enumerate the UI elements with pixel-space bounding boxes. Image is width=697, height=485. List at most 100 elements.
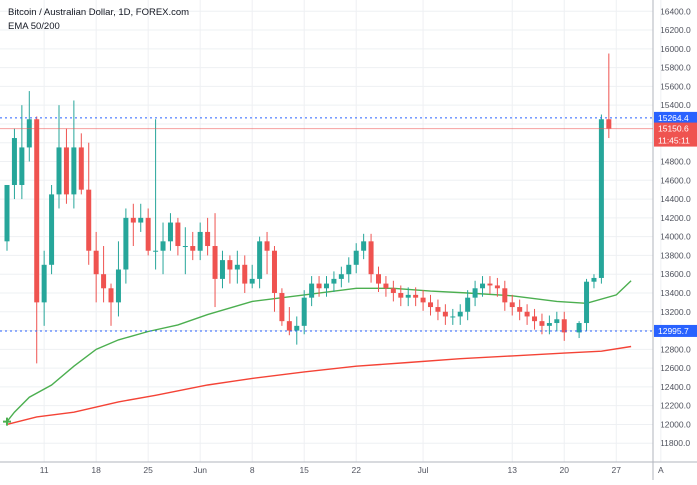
candle-body[interactable] (41, 264, 47, 303)
candle-body[interactable] (249, 278, 255, 284)
candle-body[interactable] (108, 288, 114, 303)
candle-body[interactable] (576, 323, 582, 333)
candle-body[interactable] (450, 316, 456, 318)
candle-body[interactable] (442, 311, 448, 317)
x-tick-label: Jul (418, 465, 429, 475)
candle-body[interactable] (123, 217, 129, 270)
candle-body[interactable] (509, 302, 515, 308)
candle-body[interactable] (26, 119, 32, 148)
candle-body[interactable] (294, 325, 300, 331)
candle-body[interactable] (606, 119, 612, 129)
candle-body[interactable] (101, 274, 107, 289)
candle-body[interactable] (554, 319, 560, 324)
candle-body[interactable] (11, 138, 17, 185)
candle-body[interactable] (197, 231, 203, 251)
candle-body[interactable] (428, 302, 434, 308)
candle-body[interactable] (413, 294, 419, 298)
ema200-line (6, 345, 632, 426)
candle-body[interactable] (405, 294, 411, 298)
candle-body[interactable] (34, 119, 40, 303)
candle-body[interactable] (19, 147, 25, 185)
candle-body[interactable] (361, 241, 367, 251)
candle-body[interactable] (264, 241, 270, 251)
candle-body[interactable] (130, 217, 136, 223)
candle-body[interactable] (182, 246, 188, 248)
candle-body[interactable] (78, 147, 84, 190)
candle-body[interactable] (584, 281, 590, 324)
candle-body[interactable] (4, 184, 10, 242)
candle-body[interactable] (227, 260, 233, 270)
candle-body[interactable] (435, 307, 441, 312)
candle-body[interactable] (279, 292, 285, 322)
candle-body[interactable] (56, 147, 62, 195)
candle-body[interactable] (472, 288, 478, 298)
candle-body[interactable] (309, 283, 315, 298)
y-tick-label: 12800.0 (660, 344, 691, 354)
candle-body[interactable] (331, 278, 337, 284)
x-tick-label: 25 (143, 465, 153, 475)
x-tick-label: 27 (612, 465, 622, 475)
candle-body[interactable] (390, 288, 396, 293)
candle-body[interactable] (160, 241, 166, 251)
candle-body[interactable] (138, 217, 144, 223)
candle-body[interactable] (145, 217, 151, 251)
candle-body[interactable] (212, 246, 218, 279)
candle-body[interactable] (219, 260, 225, 279)
candle-body[interactable] (368, 241, 374, 275)
y-tick-label: 14000.0 (660, 232, 691, 242)
candle-body[interactable] (242, 264, 248, 284)
candle-body[interactable] (271, 250, 277, 293)
candle-body[interactable] (316, 283, 322, 289)
candle-body[interactable] (502, 288, 508, 303)
x-tick-label: 13 (508, 465, 518, 475)
candle-body[interactable] (376, 274, 381, 284)
ema50-line (6, 280, 632, 423)
candle-body[interactable] (539, 321, 545, 326)
candle-body[interactable] (561, 319, 567, 333)
y-tick-label: 12400.0 (660, 382, 691, 392)
candle-body[interactable] (257, 241, 263, 279)
candle-body[interactable] (494, 285, 500, 289)
y-tick-label: 13200.0 (660, 307, 691, 317)
candle-body[interactable] (115, 269, 121, 303)
candle-body[interactable] (420, 297, 426, 303)
candle-body[interactable] (323, 283, 329, 289)
candle-body[interactable] (190, 246, 196, 251)
candle-body[interactable] (205, 231, 211, 247)
candle-body[interactable] (346, 264, 352, 275)
candle-body[interactable] (487, 283, 493, 286)
candle-body[interactable] (286, 321, 292, 331)
candle-body[interactable] (517, 307, 523, 312)
candle-body[interactable] (532, 316, 538, 322)
candle-body[interactable] (338, 274, 344, 279)
candle-body[interactable] (480, 283, 486, 289)
candle-body[interactable] (465, 297, 471, 312)
candle-body[interactable] (234, 264, 240, 270)
candle-body[interactable] (153, 250, 159, 252)
candle-body[interactable] (546, 323, 552, 326)
candle-body[interactable] (93, 250, 99, 275)
candle-body[interactable] (86, 189, 92, 251)
level-price-label: 15264.4 (658, 113, 689, 123)
y-tick-label: 12000.0 (660, 419, 691, 429)
x-tick-label: 15 (299, 465, 309, 475)
level-price-label: 12995.7 (658, 326, 689, 336)
candle-body[interactable] (353, 250, 359, 265)
candle-body[interactable] (524, 311, 530, 317)
candle-body[interactable] (63, 147, 69, 195)
candle-body[interactable] (457, 311, 463, 317)
candle-body[interactable] (398, 292, 404, 298)
x-tick-label: Jun (193, 465, 207, 475)
x-tick-label: 22 (351, 465, 361, 475)
candle-body[interactable] (383, 283, 389, 289)
candle-body[interactable] (71, 147, 77, 195)
candle-body[interactable] (49, 194, 55, 265)
candle-body[interactable] (591, 277, 597, 282)
candle-body[interactable] (301, 297, 307, 326)
candle-body[interactable] (167, 222, 173, 242)
y-tick-label: 15800.0 (660, 63, 691, 73)
candle-body[interactable] (175, 222, 181, 247)
candle-body[interactable] (598, 119, 604, 278)
